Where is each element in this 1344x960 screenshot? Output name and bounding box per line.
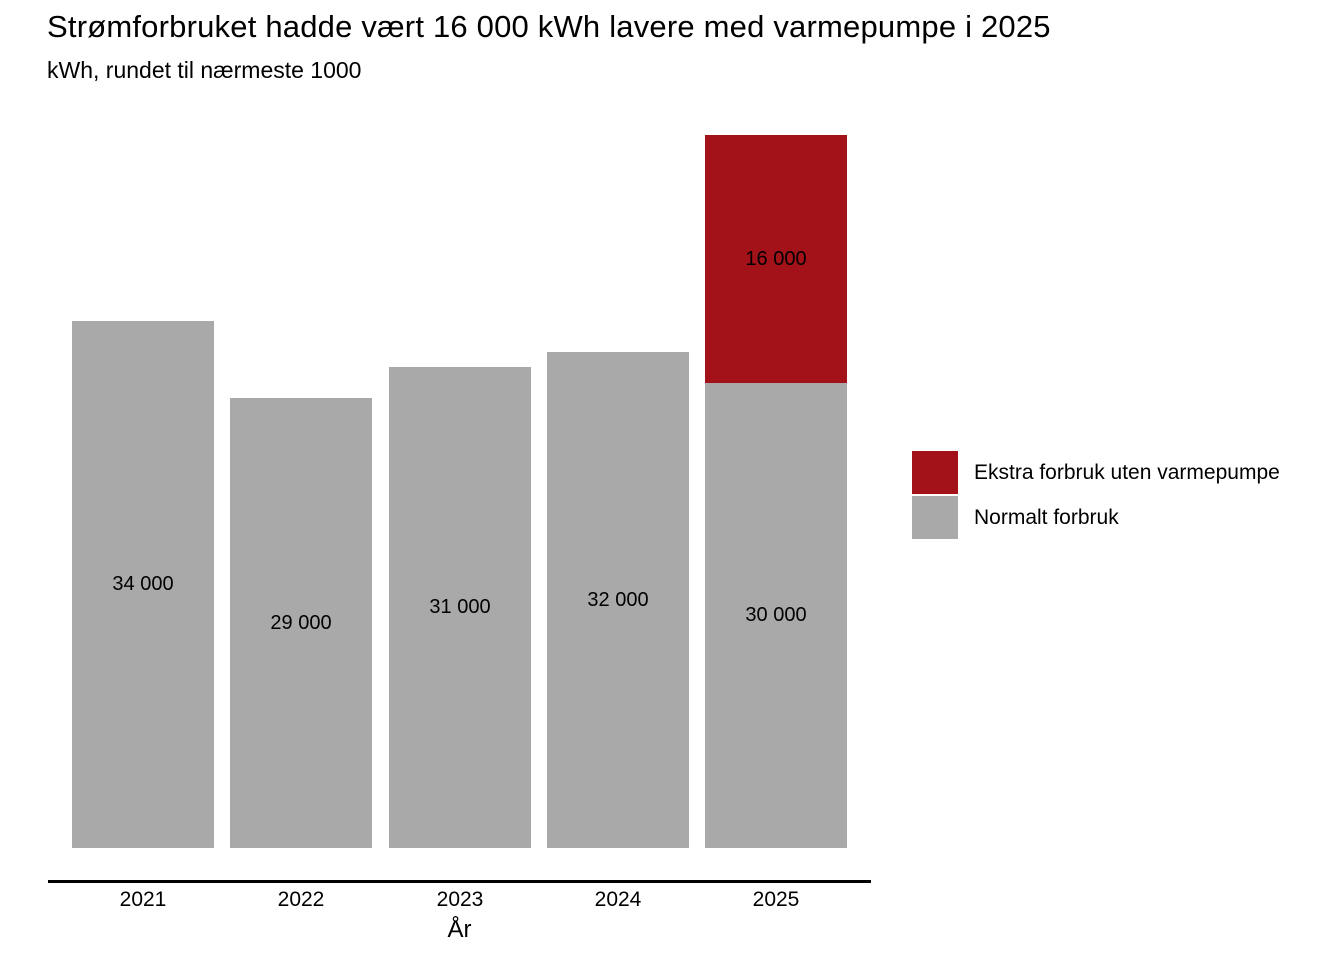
x-tick-label: 2021 xyxy=(119,888,167,911)
x-tick-label: 2023 xyxy=(436,888,484,911)
x-tick-label: 2025 xyxy=(752,888,800,911)
legend: Ekstra forbruk uten varmepumpe Normalt fo… xyxy=(912,450,1280,540)
bar-value-label: 30 000 xyxy=(745,604,807,626)
bar-segment: 31 000 xyxy=(389,367,531,848)
x-axis-title: År xyxy=(447,916,472,943)
legend-item: Normalt forbruk xyxy=(912,495,1280,540)
bar-value-label: 16 000 xyxy=(745,247,807,270)
bar-segment: 30 000 xyxy=(705,383,847,848)
chart-subtitle: kWh, rundet til nærmeste 1000 xyxy=(47,57,362,83)
legend-label: Ekstra forbruk uten varmepumpe xyxy=(974,460,1280,484)
x-axis-line xyxy=(48,880,871,883)
bar-segment: 16 000 xyxy=(705,135,847,383)
legend-label: Normalt forbruk xyxy=(974,505,1119,529)
bar-value-label: 34 000 xyxy=(112,573,174,595)
x-tick-label: 2022 xyxy=(277,888,325,911)
bar-segment: 34 000 xyxy=(72,321,214,848)
legend-swatch xyxy=(912,451,958,494)
bar-value-label: 32 000 xyxy=(587,588,649,611)
x-tick-label: 2024 xyxy=(594,888,642,911)
bar-value-label: 29 000 xyxy=(270,611,332,634)
legend-item: Ekstra forbruk uten varmepumpe xyxy=(912,450,1280,495)
bar-segment: 29 000 xyxy=(230,398,372,848)
legend-swatch xyxy=(912,496,958,539)
chart-title: Strømforbruket hadde vært 16 000 kWh lav… xyxy=(47,9,1051,44)
bar-segment: 32 000 xyxy=(547,352,689,848)
bar-value-label: 31 000 xyxy=(429,596,491,618)
